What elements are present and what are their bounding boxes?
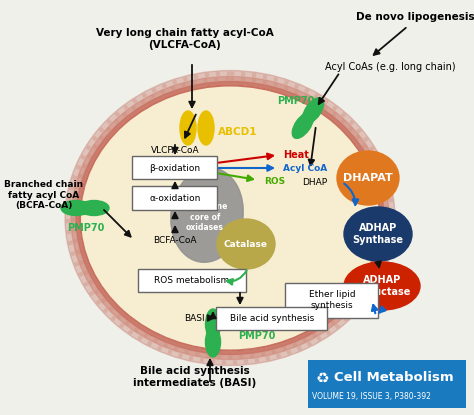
Text: ♻: ♻ [316, 371, 329, 386]
Text: β-oxidation: β-oxidation [149, 164, 201, 173]
Ellipse shape [180, 111, 196, 145]
Ellipse shape [217, 219, 275, 269]
Ellipse shape [206, 309, 220, 339]
Ellipse shape [71, 76, 389, 359]
Text: Acyl CoA: Acyl CoA [283, 164, 327, 173]
FancyBboxPatch shape [217, 307, 328, 330]
Ellipse shape [337, 151, 399, 205]
Text: BASI: BASI [184, 313, 205, 322]
Text: ROS: ROS [264, 176, 285, 186]
FancyBboxPatch shape [133, 156, 218, 180]
Text: α-oxidation: α-oxidation [149, 193, 201, 203]
Text: BCFA-CoA: BCFA-CoA [153, 235, 197, 244]
Text: PMP70: PMP70 [67, 223, 105, 233]
FancyBboxPatch shape [133, 186, 218, 210]
Text: De novo lipogenesis: De novo lipogenesis [356, 12, 474, 22]
Text: ADHAP
Reductase: ADHAP Reductase [353, 275, 410, 297]
Ellipse shape [76, 81, 384, 354]
Text: ADHAP
Synthase: ADHAP Synthase [353, 223, 403, 245]
Ellipse shape [206, 327, 220, 357]
Text: Heat: Heat [283, 150, 309, 160]
FancyBboxPatch shape [285, 283, 379, 317]
Text: Very long chain fatty acyl-CoA
(VLCFA-CoA): Very long chain fatty acyl-CoA (VLCFA-Co… [96, 28, 274, 50]
Ellipse shape [61, 200, 91, 215]
Ellipse shape [171, 168, 243, 262]
Text: Branched chain
fatty acyl CoA
(BCFA-CoA): Branched chain fatty acyl CoA (BCFA-CoA) [4, 180, 83, 210]
Text: Cell Metabolism: Cell Metabolism [334, 371, 454, 384]
Text: Crystalline
core of
oxidases: Crystalline core of oxidases [182, 202, 228, 232]
Text: VOLUME 19, ISSUE 3, P380-392: VOLUME 19, ISSUE 3, P380-392 [312, 392, 431, 401]
Ellipse shape [344, 207, 412, 261]
Text: ABCD1: ABCD1 [218, 127, 257, 137]
Text: PMP70: PMP70 [238, 331, 275, 341]
Text: VLCFA-CoA: VLCFA-CoA [151, 146, 199, 154]
Ellipse shape [65, 71, 395, 366]
Text: DHAPAT: DHAPAT [343, 173, 393, 183]
Text: DHAP: DHAP [302, 178, 327, 186]
Text: Acyl CoAs (e.g. long chain): Acyl CoAs (e.g. long chain) [325, 62, 456, 72]
FancyBboxPatch shape [308, 360, 466, 408]
Ellipse shape [198, 111, 214, 145]
Ellipse shape [80, 85, 380, 351]
Text: Ether lipid
synthesis: Ether lipid synthesis [309, 290, 356, 310]
Text: Catalase: Catalase [224, 239, 268, 249]
Text: ROS metabolism: ROS metabolism [155, 276, 229, 285]
FancyBboxPatch shape [138, 269, 246, 291]
Ellipse shape [292, 112, 313, 138]
Ellipse shape [302, 98, 324, 124]
Ellipse shape [79, 200, 109, 215]
Text: Bile acid synthesis: Bile acid synthesis [230, 313, 314, 322]
Text: Bile acid synthesis
intermediates (BASI): Bile acid synthesis intermediates (BASI) [133, 366, 256, 388]
Ellipse shape [344, 262, 420, 310]
Text: PMP70: PMP70 [277, 96, 315, 106]
